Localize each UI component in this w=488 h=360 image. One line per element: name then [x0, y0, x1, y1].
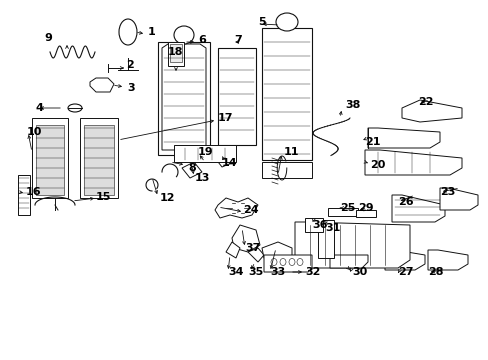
Text: 35: 35 — [247, 267, 263, 277]
Text: 32: 32 — [305, 267, 320, 277]
Text: 12: 12 — [160, 193, 175, 203]
Bar — [36, 125, 64, 195]
Text: 37: 37 — [244, 243, 260, 253]
Polygon shape — [162, 44, 205, 150]
Text: 5: 5 — [258, 17, 265, 27]
Polygon shape — [262, 242, 291, 265]
Polygon shape — [401, 100, 461, 122]
Text: 16: 16 — [26, 187, 41, 197]
Text: 20: 20 — [369, 160, 385, 170]
Polygon shape — [231, 225, 260, 252]
Bar — [84, 125, 114, 195]
Polygon shape — [247, 248, 264, 262]
Text: 24: 24 — [243, 205, 258, 215]
Polygon shape — [329, 255, 367, 268]
Bar — [355, 210, 375, 217]
Polygon shape — [364, 150, 461, 175]
Text: 6: 6 — [198, 35, 205, 45]
Text: 25: 25 — [339, 203, 355, 213]
Polygon shape — [218, 48, 256, 145]
Text: 15: 15 — [96, 192, 111, 202]
Text: 31: 31 — [325, 223, 340, 233]
Bar — [317, 220, 333, 258]
Polygon shape — [225, 242, 240, 258]
Polygon shape — [294, 222, 409, 268]
Polygon shape — [80, 118, 118, 198]
Text: 17: 17 — [218, 113, 233, 123]
Text: 22: 22 — [417, 97, 433, 107]
Bar — [168, 42, 183, 66]
Polygon shape — [215, 153, 234, 167]
Bar — [305, 218, 323, 232]
Bar — [327, 208, 357, 216]
Text: 34: 34 — [227, 267, 243, 277]
Ellipse shape — [174, 26, 194, 44]
Text: 4: 4 — [35, 103, 43, 113]
Ellipse shape — [275, 13, 297, 31]
Polygon shape — [391, 195, 444, 222]
Text: 30: 30 — [351, 267, 366, 277]
Polygon shape — [174, 145, 236, 162]
Polygon shape — [262, 162, 311, 178]
Text: 9: 9 — [44, 33, 52, 43]
Polygon shape — [384, 250, 424, 270]
Text: 29: 29 — [357, 203, 373, 213]
Text: 23: 23 — [439, 187, 454, 197]
Text: 7: 7 — [234, 35, 241, 45]
Polygon shape — [90, 78, 114, 92]
Text: 18: 18 — [168, 47, 183, 57]
Text: 13: 13 — [195, 173, 210, 183]
Text: 11: 11 — [284, 147, 299, 157]
Polygon shape — [215, 198, 258, 218]
Text: 3: 3 — [127, 83, 134, 93]
Ellipse shape — [119, 19, 137, 45]
Polygon shape — [262, 28, 311, 160]
Text: 33: 33 — [269, 267, 285, 277]
Text: 19: 19 — [198, 147, 213, 157]
Bar — [170, 44, 182, 62]
Bar — [18, 175, 30, 215]
Ellipse shape — [68, 104, 82, 112]
Polygon shape — [182, 162, 202, 178]
Text: 2: 2 — [126, 60, 134, 70]
Polygon shape — [264, 255, 311, 272]
Text: 38: 38 — [345, 100, 360, 110]
Polygon shape — [158, 42, 209, 155]
Polygon shape — [439, 188, 477, 210]
Text: 8: 8 — [187, 163, 195, 173]
Text: 1: 1 — [148, 27, 156, 37]
Polygon shape — [367, 128, 439, 148]
Polygon shape — [32, 118, 68, 198]
Text: 28: 28 — [427, 267, 443, 277]
Text: 27: 27 — [397, 267, 413, 277]
Text: 21: 21 — [364, 137, 380, 147]
Text: 26: 26 — [397, 197, 413, 207]
Polygon shape — [427, 250, 467, 270]
Text: 36: 36 — [311, 220, 327, 230]
Text: 10: 10 — [27, 127, 42, 137]
Text: 14: 14 — [222, 158, 237, 168]
